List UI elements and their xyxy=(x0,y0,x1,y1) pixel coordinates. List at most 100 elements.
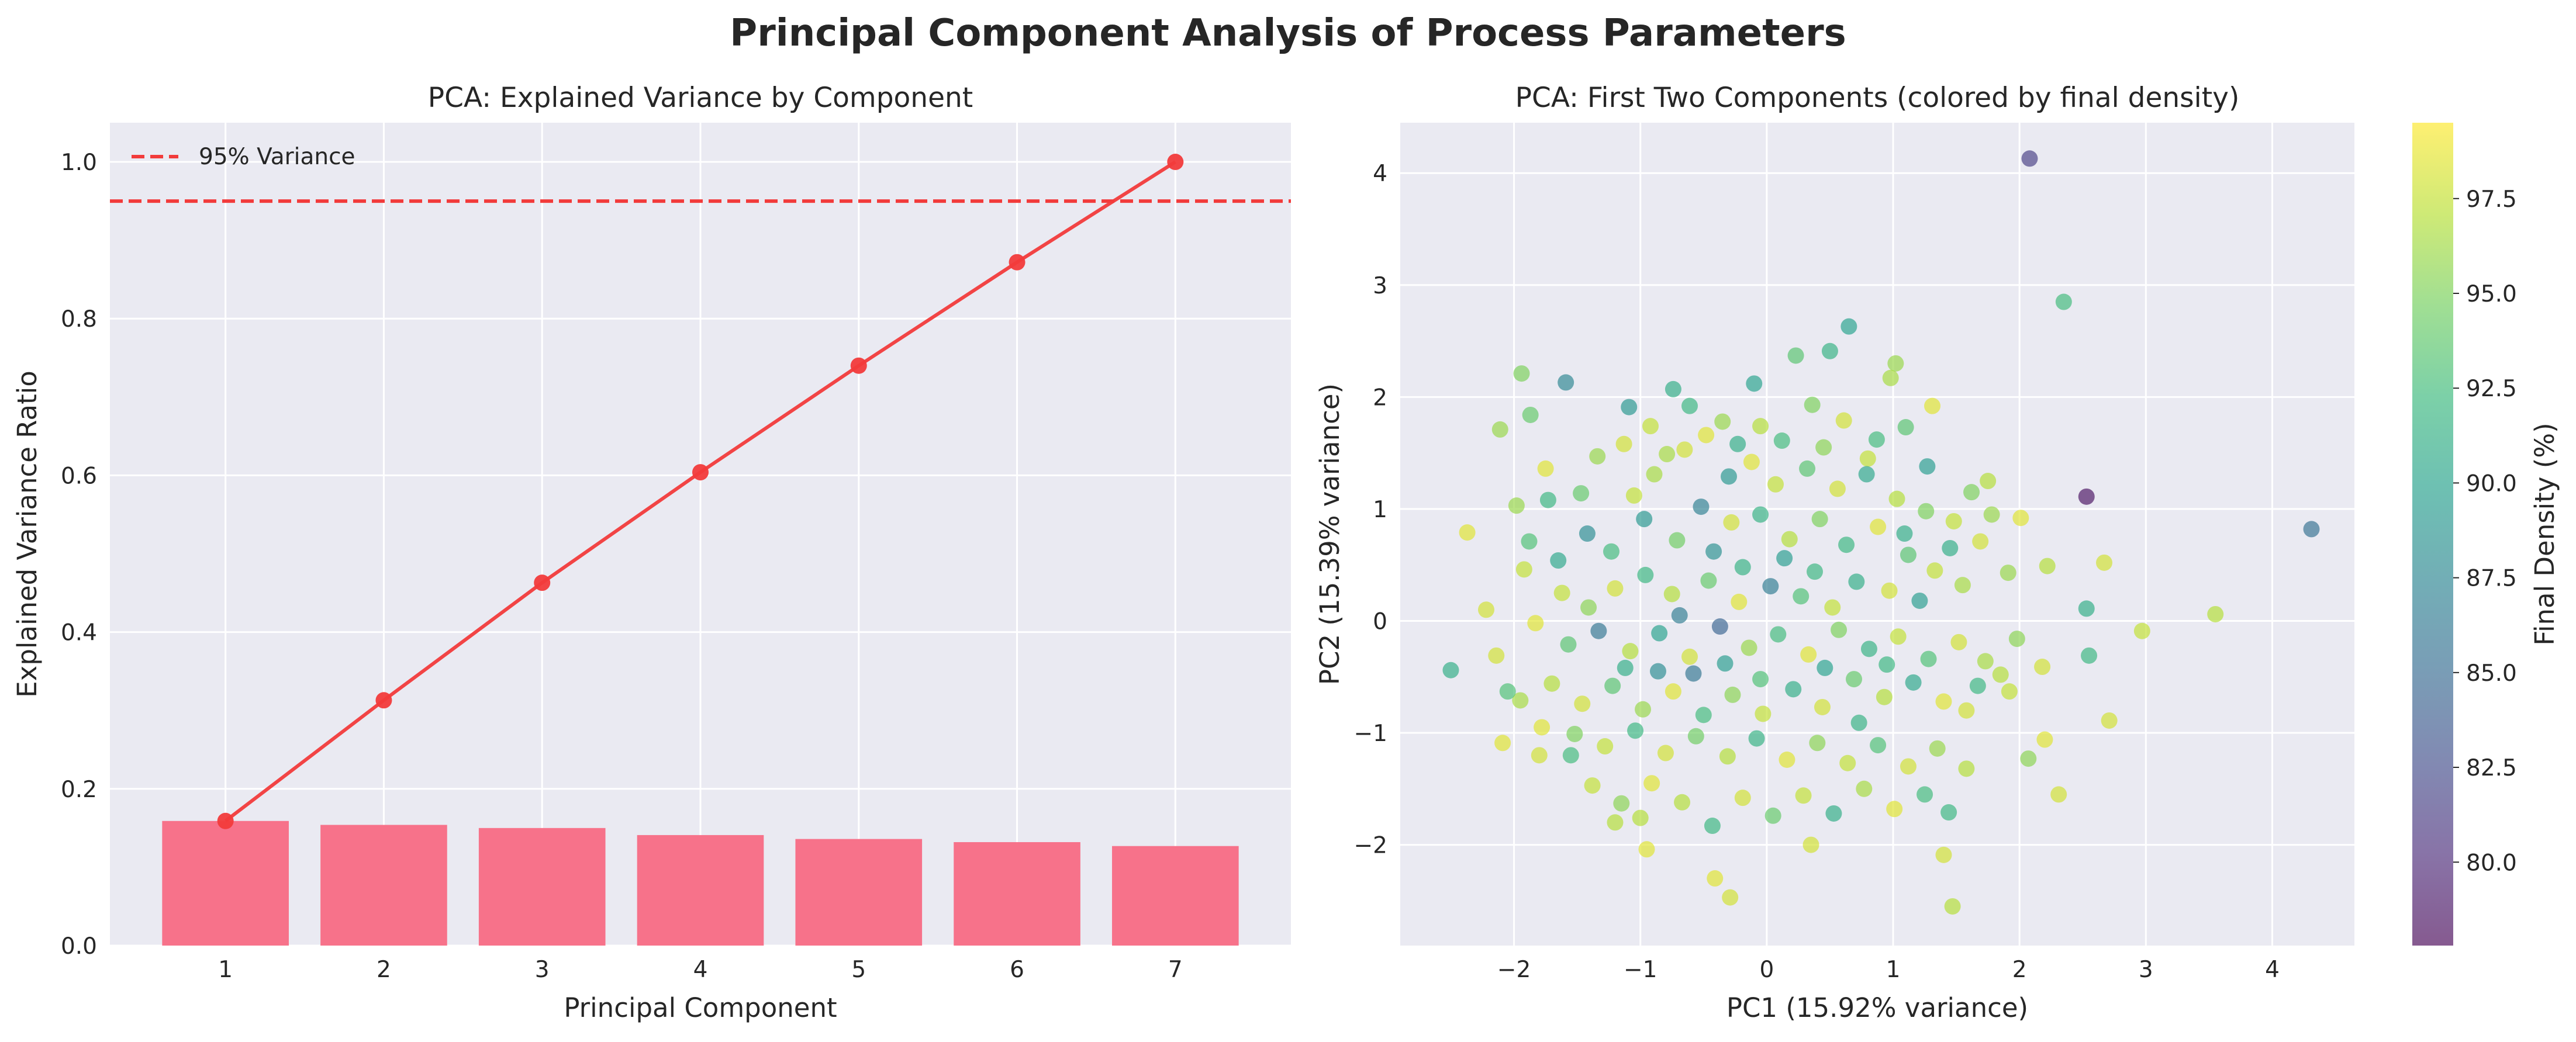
variance-bar xyxy=(162,821,289,946)
scatter-point xyxy=(1714,413,1731,430)
scatter-point xyxy=(1879,656,1895,673)
scatter-point xyxy=(1513,365,1530,382)
scatter-point xyxy=(1945,513,1962,529)
scatter-point xyxy=(1858,466,1875,483)
scatter-point xyxy=(2303,521,2320,538)
scatter-point xyxy=(1897,419,1914,436)
scatter-point xyxy=(2101,712,2118,729)
scatter-point xyxy=(1488,647,1505,664)
right-ytick-label: −2 xyxy=(1354,833,1388,859)
colorbar-gradient xyxy=(2412,123,2453,946)
left-legend: 95% Variance xyxy=(132,144,355,170)
scatter-point xyxy=(1746,375,1763,392)
scatter-point xyxy=(1579,525,1596,542)
scatter-point xyxy=(1731,593,1748,610)
scatter-point xyxy=(1825,805,1842,822)
right-ytick-label: 4 xyxy=(1373,161,1387,187)
scatter-point xyxy=(1860,641,1877,657)
scatter-point xyxy=(1531,747,1548,764)
left-x-axis-label: Principal Component xyxy=(564,992,837,1023)
scatter-point xyxy=(1767,476,1784,493)
variance-bar xyxy=(478,828,606,946)
scatter-point xyxy=(1972,533,1989,550)
cumulative-variance-point xyxy=(1167,154,1184,171)
scatter-point xyxy=(1781,531,1798,548)
scatter-point xyxy=(1888,490,1905,507)
scatter-point xyxy=(1604,677,1621,694)
scatter-point xyxy=(1900,758,1917,775)
scatter-point xyxy=(1674,794,1691,811)
right-chart: −2 −1 0 1 2 3 4 −2 −1 0 1 2 3 4 PCA: First Two Compo… xyxy=(1314,82,2354,1023)
scatter-point xyxy=(1868,431,1885,448)
scatter-point xyxy=(1638,841,1655,858)
left-xtick-label: 6 xyxy=(1010,957,1024,983)
scatter-point xyxy=(1681,397,1698,414)
scatter-point xyxy=(1562,747,1579,764)
right-xtick-label: −2 xyxy=(1497,957,1531,983)
scatter-point xyxy=(1958,702,1975,719)
scatter-point xyxy=(1491,421,1508,438)
scatter-point xyxy=(1459,524,1476,541)
scatter-point xyxy=(1773,432,1790,449)
left-gridlines xyxy=(110,123,1291,947)
scatter-point xyxy=(1779,752,1795,768)
scatter-point xyxy=(1743,454,1760,470)
right-ytick-labels: −2 −1 0 1 2 3 4 xyxy=(1354,161,1388,858)
scatter-point xyxy=(1521,533,1538,550)
scatter-point xyxy=(1841,318,1857,335)
left-ytick-label: 0.4 xyxy=(61,620,97,646)
scatter-point xyxy=(1494,735,1511,752)
scatter-point xyxy=(1477,601,1494,618)
scatter-point xyxy=(2081,647,2098,664)
scatter-point xyxy=(1926,562,1943,579)
scatter-point xyxy=(1900,546,1917,563)
scatter-point xyxy=(1558,374,1574,391)
colorbar-tick-label: 82.5 xyxy=(2466,755,2517,781)
scatter-point xyxy=(2096,554,2113,571)
left-ytick-label: 0.0 xyxy=(61,933,97,960)
scatter-point xyxy=(1755,705,1772,722)
scatter-point xyxy=(1643,775,1660,792)
scatter-point xyxy=(1621,399,1638,416)
left-chart: 1 2 3 4 5 6 7 0.0 0.2 0.4 0.6 0.8 1.0 PCA: Explaine… xyxy=(12,82,1291,1023)
scatter-point xyxy=(2021,150,2038,167)
scatter-point xyxy=(1896,525,1913,542)
scatter-point xyxy=(1944,898,1961,915)
scatter-point xyxy=(1870,737,1887,754)
colorbar-tick-label: 80.0 xyxy=(2466,850,2517,876)
scatter-point xyxy=(1669,532,1686,549)
scatter-point xyxy=(1651,625,1668,642)
scatter-point xyxy=(1846,671,1863,688)
cumulative-variance-point xyxy=(534,574,551,591)
scatter-point xyxy=(2055,293,2072,310)
scatter-point xyxy=(1663,586,1680,603)
scatter-point xyxy=(1724,686,1741,703)
scatter-point xyxy=(1543,675,1560,692)
scatter-point xyxy=(1687,728,1704,745)
right-ytick-label: 3 xyxy=(1373,273,1387,299)
cumulative-variance-point xyxy=(692,464,709,481)
scatter-point xyxy=(2133,622,2150,639)
scatter-point xyxy=(1917,786,1933,803)
scatter-point xyxy=(1787,347,1804,364)
scatter-point xyxy=(1527,615,1544,632)
scatter-point xyxy=(1940,804,1957,821)
scatter-point xyxy=(1848,573,1865,590)
scatter-point xyxy=(2050,786,2067,803)
scatter-point xyxy=(1671,607,1688,624)
variance-bar xyxy=(795,839,923,946)
right-xtick-labels: −2 −1 0 1 2 3 4 xyxy=(1497,957,2280,983)
scatter-point xyxy=(1807,563,1824,580)
colorbar-tick-labels: 80.0 82.5 85.0 87.5 90.0 92.5 95.0 97.5 xyxy=(2453,186,2517,876)
scatter-point xyxy=(1700,572,1717,589)
scatter-point xyxy=(1918,503,1935,520)
colorbar-tick-label: 87.5 xyxy=(2466,566,2517,592)
scatter-point xyxy=(1723,514,1740,531)
scatter-point xyxy=(1719,748,1736,765)
colorbar-label: Final Density (%) xyxy=(2529,423,2560,645)
variance-bar xyxy=(1112,846,1239,946)
scatter-point xyxy=(1698,427,1715,444)
right-ytick-label: 0 xyxy=(1373,608,1387,635)
scatter-point xyxy=(1590,622,1607,639)
scatter-point xyxy=(1839,754,1856,771)
